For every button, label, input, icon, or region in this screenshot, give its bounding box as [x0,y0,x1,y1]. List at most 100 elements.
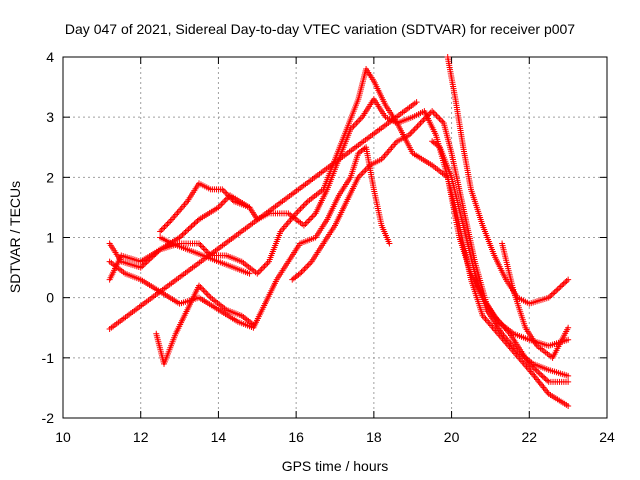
interp-marker [471,268,478,275]
interp-marker [162,222,169,229]
interp-marker [544,377,551,384]
interp-marker [521,322,528,329]
interp-marker [432,130,439,137]
interp-marker [219,199,226,206]
interp-marker [437,117,444,124]
interp-marker [342,128,349,135]
interp-marker [301,201,308,208]
interp-marker [302,220,309,227]
interp-marker [490,250,497,257]
interp-marker [158,226,165,233]
series-track-h [444,54,572,307]
interp-marker [304,263,311,270]
series-isolated [106,99,420,332]
interp-marker [547,293,554,300]
interp-marker [184,227,191,234]
interp-marker [432,111,439,118]
interp-marker [221,305,228,312]
interp-marker [161,223,168,230]
interp-marker [532,340,539,347]
interp-marker [205,185,212,192]
interp-marker [217,186,224,193]
y-tick-label: 1 [46,230,54,246]
interp-marker [353,120,360,127]
interp-marker [560,280,567,287]
interp-marker [411,126,418,133]
interp-marker [419,109,426,116]
interp-marker [467,184,474,191]
interp-marker [291,212,298,219]
interp-marker [554,286,561,293]
interp-marker [562,378,569,385]
interp-marker [385,238,392,245]
data-point [565,276,572,283]
interp-marker [305,217,312,224]
interp-marker [221,252,228,259]
interp-marker [220,187,227,194]
y-tick-label: 3 [46,109,54,125]
interp-marker [533,367,540,374]
interp-marker [310,235,317,242]
interp-marker [411,100,418,107]
x-tick-label: 24 [599,429,615,445]
interp-marker [179,231,186,238]
y-tick-label: 4 [46,49,54,65]
interp-marker [538,371,545,378]
interp-marker [410,127,417,134]
interp-marker [160,225,167,232]
interp-marker [354,152,361,159]
interp-marker [201,246,208,253]
interp-marker [536,370,543,377]
x-tick-label: 10 [55,429,71,445]
interp-marker [185,226,192,233]
interp-marker [528,359,535,366]
interp-marker [187,224,194,231]
interp-marker [198,243,205,250]
interp-marker [181,230,188,237]
x-tick-label: 12 [133,429,149,445]
interp-marker [436,115,443,122]
interp-marker [553,287,560,294]
grid [63,57,607,418]
interp-marker [408,148,415,155]
interp-marker [295,242,302,249]
interp-marker [200,245,207,252]
interp-marker [342,200,349,207]
interp-marker [236,311,243,318]
interp-marker [194,217,201,224]
interp-marker [261,263,268,270]
interp-marker [200,287,207,294]
data-points [106,54,572,409]
interp-marker [197,242,204,249]
interp-marker [365,163,372,170]
interp-marker [213,257,220,264]
interp-marker [197,251,204,258]
interp-marker [151,252,158,259]
interp-marker [513,347,520,354]
interp-marker [563,337,570,344]
interp-marker [203,290,210,297]
interp-marker [164,220,171,227]
interp-marker [182,245,189,252]
interp-marker [276,230,283,237]
interp-marker [295,271,302,278]
interp-marker [524,336,531,343]
interp-marker [346,176,353,183]
y-tick-label: 2 [46,169,54,185]
interp-marker [467,274,474,281]
interp-marker [551,289,558,296]
interp-marker [244,269,251,276]
interp-marker [264,260,271,267]
interp-marker [408,129,415,136]
interp-marker [369,76,376,83]
interp-marker [430,109,437,116]
x-tick-label: 20 [444,429,460,445]
interp-marker [296,207,303,214]
interp-marker [459,220,466,227]
interp-marker [142,260,149,267]
interp-marker [530,365,537,372]
interp-marker [361,168,368,175]
interp-marker [299,267,306,274]
series-track-j [499,240,572,361]
interp-marker [178,233,185,240]
